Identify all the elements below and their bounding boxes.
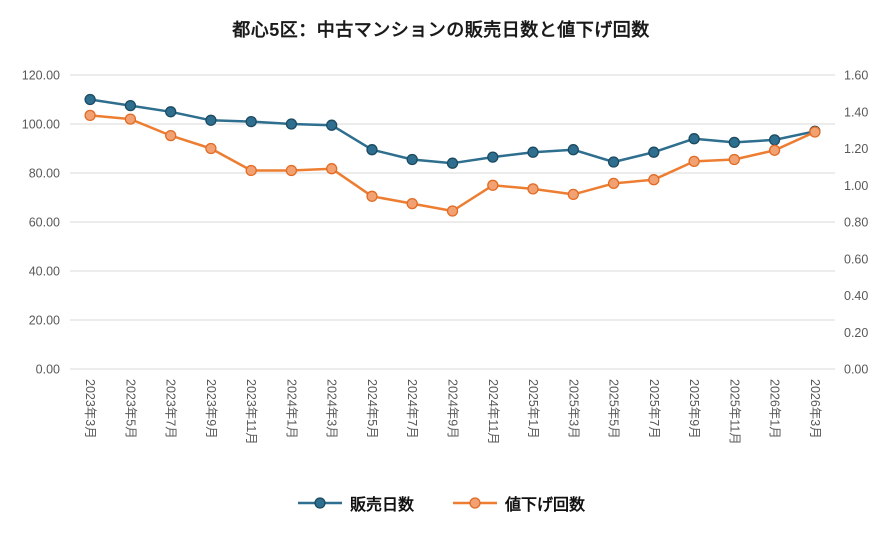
left-axis-tick: 20.00 [29, 314, 60, 328]
sales-days-marker [285, 118, 298, 130]
right-axis: 0.00 0.20 0.40 0.60 0.80 1.00 1.20 1.40 1.60 [844, 69, 868, 377]
sales-days-marker [567, 144, 579, 156]
price-cuts-marker [487, 179, 499, 191]
left-axis: 0.00 20.00 40.00 60.00 80.00 100.00 120.00 [22, 69, 60, 377]
x-axis-label: 2023年3月 [83, 379, 97, 439]
sales-days-legend-icon [297, 497, 342, 509]
chart-legend: 販売日数 値下げ回数 [0, 491, 882, 515]
sales-days-marker [124, 99, 137, 112]
left-axis-tick: 60.00 [29, 216, 60, 230]
sales-days-marker [245, 115, 257, 128]
price-cuts-marker [728, 153, 740, 166]
x-axis-label: 2024年11月 [486, 379, 500, 445]
price-cuts-marker [406, 197, 418, 210]
legend-label-price-cuts: 値下げ回数 [505, 497, 586, 514]
right-axis-tick: 0.20 [844, 326, 868, 340]
price-cuts-marker [768, 144, 781, 156]
x-axis-label: 2025年11月 [727, 379, 741, 445]
x-axis-label: 2025年9月 [687, 379, 701, 439]
legend-item-sales-days: 販売日数 [297, 491, 414, 515]
left-axis-tick: 40.00 [29, 265, 60, 279]
sales-days-marker [326, 119, 338, 131]
sales-days-marker [446, 157, 459, 169]
x-axis-label: 2023年9月 [204, 379, 218, 439]
line-chart: 0.0020.0040.0060.0080.00100.00120.000.00… [22, 69, 869, 445]
right-axis-tick: 1.60 [844, 69, 868, 83]
sales-days-marker [768, 134, 781, 146]
price-cuts-marker [245, 164, 257, 177]
price-cuts-marker [84, 109, 96, 122]
series-sales-days [84, 93, 821, 169]
sales-days-marker [84, 93, 96, 106]
price-cuts-marker [326, 163, 338, 175]
left-axis-tick: 120.00 [22, 69, 60, 83]
x-axis-label: 2024年9月 [446, 379, 460, 439]
series-price-cuts [84, 109, 821, 217]
x-axis-label: 2024年7月 [405, 379, 419, 439]
sales-days-marker [607, 156, 620, 168]
price-cuts-marker [567, 188, 579, 201]
right-axis-tick: 1.00 [844, 179, 868, 193]
sales-days-marker [728, 136, 740, 149]
right-axis-tick: 0.80 [844, 216, 868, 230]
left-axis-tick: 0.00 [36, 363, 60, 377]
price-cuts-marker [446, 205, 459, 217]
gridlines [70, 74, 835, 370]
price-cuts-marker [165, 129, 177, 142]
right-axis-tick: 0.40 [844, 289, 868, 303]
price-cuts-marker [648, 174, 660, 186]
legend-label-sales-days: 販売日数 [349, 497, 414, 514]
sales-days-marker [487, 151, 499, 163]
sales-days-line [89, 98, 816, 165]
sales-days-marker [688, 133, 700, 145]
sales-days-marker [406, 153, 418, 166]
price-cuts-marker [285, 164, 298, 177]
right-axis-tick: 0.60 [844, 252, 868, 266]
x-axis: 2023年3月 2023年5月 2023年7月 2023年9月 2023年11月 2024… [83, 379, 822, 445]
right-axis-tick: 0.00 [844, 363, 868, 377]
sales-days-marker [165, 106, 177, 118]
x-axis-label: 2024年1月 [284, 379, 298, 439]
right-axis-tick: 1.20 [844, 142, 868, 156]
sales-days-marker [527, 146, 539, 158]
x-axis-label: 2024年3月 [325, 379, 339, 439]
x-axis-label: 2023年5月 [123, 379, 137, 439]
price-cuts-marker [124, 113, 137, 125]
price-cuts-marker [366, 190, 378, 202]
right-axis-tick: 1.40 [844, 105, 868, 119]
price-cuts-marker [688, 155, 700, 168]
price-cuts-legend-icon [453, 497, 497, 509]
price-cuts-marker [205, 142, 217, 155]
left-axis-tick: 100.00 [22, 118, 60, 132]
sales-days-marker [366, 144, 378, 156]
x-axis-label: 2026年1月 [768, 379, 782, 439]
x-axis-label: 2025年1月 [526, 379, 540, 439]
left-axis-tick: 80.00 [29, 167, 60, 181]
chart-title: 都心5区：中古マンションの販売日数と値下げ回数 [232, 20, 650, 40]
x-axis-label: 2025年7月 [647, 379, 661, 439]
price-cuts-marker [527, 183, 539, 195]
sales-days-marker [205, 114, 217, 126]
x-axis-label: 2026年3月 [808, 379, 822, 439]
price-cuts-marker [607, 177, 620, 190]
x-axis-label: 2023年11月 [244, 379, 258, 445]
x-axis-label: 2025年3月 [566, 379, 580, 439]
price-cuts-marker [809, 126, 821, 138]
legend-item-price-cuts: 値下げ回数 [452, 491, 585, 515]
x-axis-label: 2024年5月 [365, 379, 379, 439]
sales-days-marker [648, 146, 660, 158]
x-axis-label: 2023年7月 [164, 379, 178, 439]
x-axis-label: 2025年5月 [607, 379, 621, 439]
